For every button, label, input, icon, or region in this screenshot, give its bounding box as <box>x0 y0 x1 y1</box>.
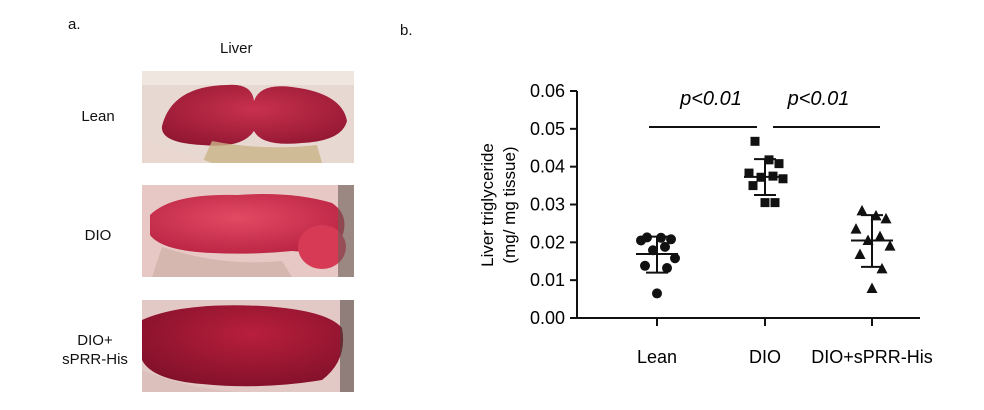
x-tick-label: Lean <box>637 347 677 367</box>
dio-point <box>748 181 758 191</box>
dio-point <box>760 198 770 208</box>
row-label-dio-sprr: DIO+ sPRR-His <box>62 332 128 368</box>
lean-point <box>636 235 646 246</box>
dio-point <box>770 198 780 208</box>
y-axis-title: Liver triglyceride (mg/ mg tissue) <box>478 143 519 267</box>
liver-photo-dio <box>142 185 354 277</box>
lean-point <box>640 260 650 271</box>
comparison-brackets: p<0.01 p<0.01 <box>649 88 880 128</box>
p-value-label: p<0.01 <box>679 88 742 110</box>
lean-point <box>662 263 672 274</box>
dio-sprr-point <box>856 204 868 216</box>
dio-sprr-point <box>854 248 866 259</box>
row-label-lean: Lean <box>81 108 115 125</box>
y-axis-title-line2: (mg/ mg tissue) <box>500 146 519 263</box>
p-value-label: p<0.01 <box>787 88 850 110</box>
panel-b-label: b. <box>400 22 413 39</box>
lean-point <box>656 232 666 243</box>
panel-a-label: a. <box>68 16 81 33</box>
dio-sprr-point <box>850 223 862 234</box>
dio-sprr-point <box>884 240 896 251</box>
dio-sprr-point <box>876 262 888 274</box>
dio-point <box>778 174 788 184</box>
dio-sprr-point <box>880 212 892 224</box>
dio-point <box>750 136 760 146</box>
row-label-dio: DIO <box>84 227 112 244</box>
dio-point <box>774 159 784 169</box>
dio-sprr-point <box>874 230 886 242</box>
y-tick-label: 0.02 <box>530 232 565 252</box>
mean-sd-bars <box>636 158 893 274</box>
y-tick-label: 0.04 <box>530 157 565 177</box>
panel-a-title: Liver <box>220 40 253 57</box>
liver-photo-lean <box>142 71 354 163</box>
lean-point <box>666 234 676 245</box>
axes: 0.00 0.01 0.02 0.03 0.04 0.05 0.06 Lean DIO DIO+s… <box>530 81 933 367</box>
lean-point <box>652 288 662 299</box>
lean-point <box>660 241 670 252</box>
y-tick-label: 0.01 <box>530 270 565 290</box>
y-tick-label: 0.03 <box>530 195 565 215</box>
lean-point <box>648 245 658 256</box>
liver-photo-dio-sprr <box>142 300 354 392</box>
y-tick-label: 0.06 <box>530 81 565 101</box>
x-tick-label: DIO+sPRR-His <box>811 347 933 367</box>
x-tick-label: DIO <box>749 347 781 367</box>
y-tick-label: 0.00 <box>530 308 565 328</box>
y-tick-label: 0.05 <box>530 119 565 139</box>
y-axis-title-line1: Liver triglyceride <box>478 143 497 267</box>
dio-sprr-point <box>866 282 878 293</box>
dio-point <box>744 168 754 178</box>
lean-point <box>670 253 680 264</box>
